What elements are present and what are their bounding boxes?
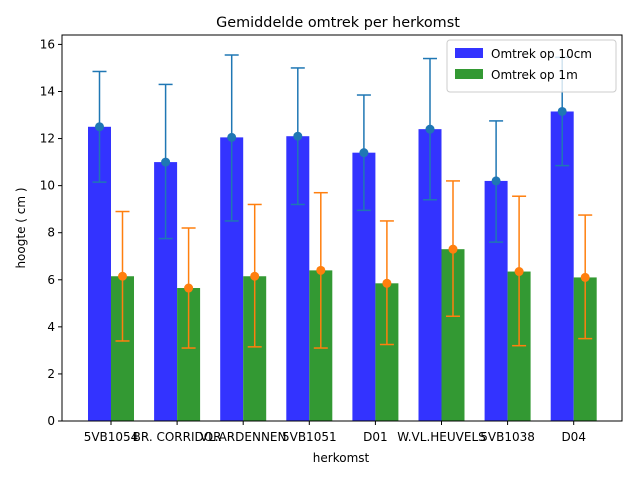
y-tick-label-1: 0 [47, 414, 55, 428]
mean-marker-series-2-1 [118, 271, 127, 281]
x-tick-label-2: BR. CORRIDOR [133, 430, 222, 444]
legend-box [446, 39, 617, 93]
mean-marker-series-2-8 [580, 272, 590, 282]
x-tick-label-1: 5VB1054 [84, 430, 139, 444]
plot-area [88, 54, 597, 422]
chart-title: Gemiddelde omtrek per herkomst [216, 15, 460, 31]
mean-marker-series-1-6 [425, 124, 435, 134]
mean-marker-series-1-3 [227, 132, 237, 142]
bar-series-2-8 [573, 277, 597, 421]
mean-marker-series-2-7 [514, 267, 524, 277]
legend-label-2: Omtrek op 1m [491, 68, 578, 82]
x-tick-label-5: D01 [363, 430, 388, 444]
y-tick-label-5: 8 [47, 226, 55, 240]
bar-series-1-1 [88, 126, 111, 421]
x-axis-label: herkomst [313, 451, 370, 465]
x-tick-label-3: VL.ARDENNEN [200, 430, 287, 444]
bar-series-2-6 [441, 249, 465, 421]
mean-marker-series-2-3 [250, 271, 260, 281]
axes-frame [61, 34, 623, 422]
y-tick-label-9: 16 [40, 37, 55, 51]
x-tick-label-7: 5VB1038 [480, 430, 535, 444]
mean-marker-series-2-5 [382, 278, 392, 288]
legend-label-1: Omtrek op 10cm [491, 47, 592, 61]
mean-marker-series-1-8 [557, 106, 567, 116]
bar-series-2-3 [243, 276, 267, 421]
y-tick-label-4: 6 [47, 273, 55, 287]
y-tick-label-6: 10 [40, 179, 55, 193]
bar-series-1-7 [484, 180, 508, 421]
mean-marker-series-2-6 [448, 244, 458, 254]
mean-marker-series-1-2 [161, 157, 171, 167]
legend: Omtrek op 10cm Omtrek op 1m [446, 39, 617, 93]
x-tick-label-6: W.VL.HEUVELS [397, 430, 486, 444]
y-tick-label-8: 14 [40, 84, 55, 98]
bar-series-2-1 [111, 276, 134, 421]
y-axis-label: hoogte ( cm ) [14, 187, 28, 268]
x-tick-label-8: D04 [561, 430, 586, 444]
legend-swatch-2 [455, 69, 483, 79]
x-tick-label-4: 5VB1051 [282, 430, 337, 444]
y-tick-label-3: 4 [47, 320, 55, 334]
mean-marker-series-1-7 [491, 176, 501, 186]
bar-series-1-8 [550, 111, 574, 422]
bar-series-1-4 [286, 136, 310, 421]
mean-marker-series-2-2 [184, 283, 194, 293]
y-tick-label-7: 12 [40, 132, 55, 146]
mean-marker-series-1-5 [359, 148, 369, 158]
bar-series-1-6 [418, 129, 442, 421]
y-tick-label-2: 2 [47, 367, 55, 381]
bar-series-2-5 [375, 283, 399, 421]
bar-series-1-2 [154, 162, 178, 421]
mean-marker-series-1-4 [293, 131, 303, 141]
legend-swatch-1 [455, 48, 483, 58]
bar-series-2-2 [177, 288, 201, 421]
mean-marker-series-1-1 [95, 122, 104, 132]
bar-series-1-5 [352, 152, 376, 421]
mean-marker-series-2-4 [316, 265, 326, 275]
bar-series-1-3 [220, 137, 244, 421]
